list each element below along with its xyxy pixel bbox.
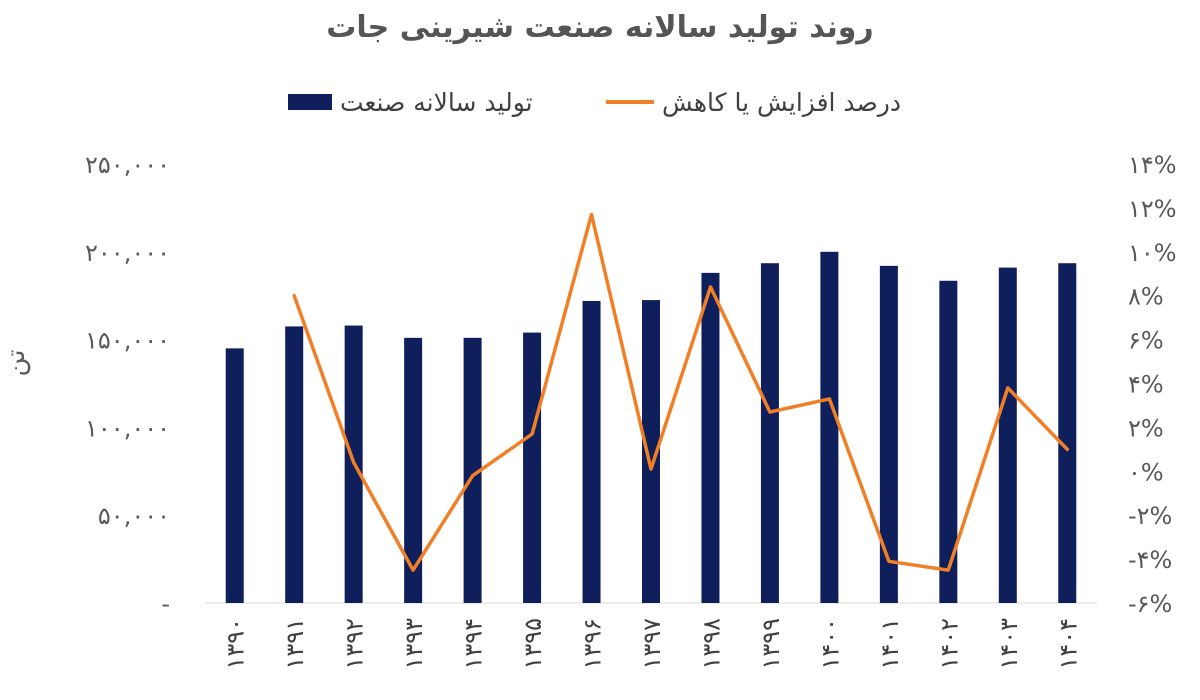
x-tick-label: ۱۳۹۷ (638, 618, 666, 670)
x-tick-label: ۱۳۹۲ (341, 618, 369, 670)
bar (582, 300, 601, 603)
y-left-tick-label: ۲۵۰,۰۰۰ (85, 151, 170, 179)
x-tick-label: ۱۳۹۳ (400, 618, 428, 670)
legend-label-line: درصد افزایش یا کاهش (661, 87, 901, 117)
y-right-tick-label: ۱۲% (1128, 195, 1177, 223)
bar (760, 263, 779, 603)
line-series (292, 212, 1070, 572)
y-right-tick-label: ۸% (1128, 283, 1164, 311)
legend-label-bar: تولید سالانه صنعت (339, 87, 533, 117)
bar (404, 337, 423, 603)
y-right-tick-label: ۲% (1128, 414, 1164, 442)
bar (701, 272, 720, 603)
y-right-tick-label: -۴% (1128, 546, 1172, 574)
bar (642, 300, 660, 603)
y-right-tick-label: -۶% (1128, 590, 1172, 618)
y-axis-title: تن (1, 349, 31, 376)
y-right-tick-label: ۴% (1128, 371, 1164, 399)
legend-item-bar: تولید سالانه صنعت (282, 86, 533, 117)
y-left-tick-label: ۵۰,۰۰۰ (98, 502, 170, 530)
bar (820, 251, 839, 604)
y-right-tick-label: ۶% (1128, 327, 1164, 355)
bar (1058, 263, 1077, 603)
y-right-tick-label: -۲% (1128, 502, 1172, 530)
x-tick-label: ۱۳۹۸ (697, 618, 725, 670)
chart-title: روند تولید سالانه صنعت شیرینی جات (326, 10, 874, 45)
bar (463, 337, 482, 603)
legend-swatch-line (606, 100, 654, 104)
y-left-tick-label: ۲۰۰,۰۰۰ (85, 239, 170, 267)
y-left-tick-label: - (161, 590, 170, 618)
legend-swatch-bar (288, 94, 332, 110)
x-tick-label: ۱۴۰۲ (935, 618, 963, 670)
x-tick-label: ۱۴۰۰ (816, 618, 844, 670)
bar (879, 265, 898, 603)
x-tick-label: ۱۳۹۱ (281, 618, 309, 670)
x-tick-label: ۱۳۹۶ (579, 618, 607, 670)
y-right-tick-label: ۱۰% (1128, 239, 1177, 267)
x-tick-label: ۱۳۹۰ (222, 618, 250, 670)
bar (523, 332, 542, 603)
bar (225, 348, 244, 603)
bar (939, 280, 958, 603)
x-tick-label: ۱۳۹۹ (757, 618, 785, 670)
bar (285, 326, 304, 603)
x-tick-label: ۱۳۹۵ (519, 618, 547, 670)
x-tick-label: ۱۴۰۳ (995, 618, 1023, 670)
y-right-tick-label: ۰% (1128, 458, 1164, 486)
x-tick-label: ۱۴۰۴ (1054, 618, 1082, 670)
bar (998, 267, 1017, 603)
y-left-tick-label: ۱۵۰,۰۰۰ (85, 327, 170, 355)
y-right-tick-label: ۱۴% (1128, 151, 1177, 179)
x-tick-label: ۱۴۰۱ (876, 618, 904, 670)
y-left-tick-label: ۱۰۰,۰۰۰ (85, 414, 170, 442)
legend-item-line: درصد افزایش یا کاهش (600, 86, 901, 117)
x-tick-label: ۱۳۹۴ (460, 618, 488, 670)
